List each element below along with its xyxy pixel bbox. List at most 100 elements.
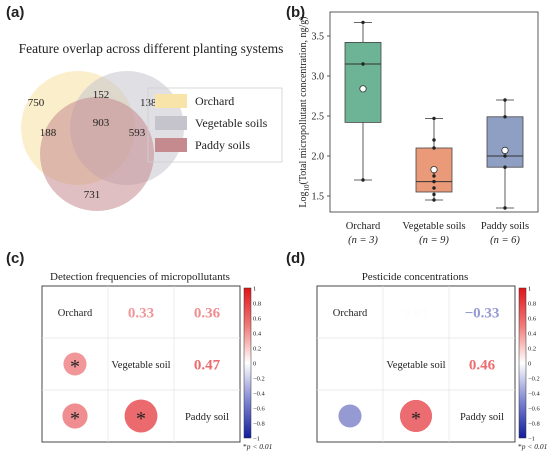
venn-title: Feature overlap across different plantin… [19,41,284,56]
colorbar-tick: 0.6 [253,316,262,323]
group-n-label-1: (n = 9) [419,235,449,246]
corr-circle [62,403,88,429]
significance-star: * [70,356,80,378]
colorbar-tick: 0.2 [253,346,261,353]
colorbar-tick: −0.4 [528,391,541,398]
colorbar-tick: 0.8 [253,301,261,308]
mean-marker [359,85,367,93]
data-point [361,178,365,182]
corr-circle [348,362,352,366]
diag-label-1: Vegetable soil [111,360,170,371]
diag-label-1: Vegetable soil [386,360,445,371]
data-point [361,62,365,66]
data-point [432,174,436,178]
mean-marker [501,146,509,154]
data-point [503,115,507,119]
correlogram-pesticide: Pesticide concentrations Orchard Vegetabl… [316,271,547,451]
ytick-label: 1.5 [312,192,325,203]
colorbar-tick: −0.2 [253,376,265,383]
heatmap-d-title: Pesticide concentrations [362,271,469,283]
correlogram-detection: Detection frequencies of micropollutants… [41,271,272,451]
ytick-label: 3.0 [312,72,325,83]
colorbar-tick: −0.6 [528,406,541,413]
panel-b-label: (b) [286,4,306,21]
venn-count-paddy-only: 731 [84,189,101,201]
colorbar-tick: 1 [528,286,531,293]
panel-a-label: (a) [6,4,25,21]
venn-circle-paddy [40,97,154,211]
data-point [503,206,507,210]
colorbar [243,287,252,439]
colorbar [518,287,527,439]
venn-count-orchard-paddy: 188 [40,127,57,139]
data-point [503,165,507,169]
data-point [432,146,436,150]
data-point [432,186,436,190]
colorbar-tick: −0.4 [253,391,266,398]
colorbar-tick: −1 [253,436,260,443]
boxplot-ylabel: Log10(Total micropollutant concentration… [298,16,311,207]
data-point [361,20,365,25]
legend-swatch-0 [155,94,187,108]
colorbar-tick: 0.8 [528,301,536,308]
corr-value: 0.33 [128,306,154,322]
corr-circle [124,399,158,433]
legend-label-1: Vegetable soils [195,116,268,130]
panel-d-label: (d) [286,250,306,267]
data-point [432,138,436,142]
corr-value: 0.47 [194,358,221,374]
colorbar-tick: 0 [528,361,531,368]
colorbar-tick: 0.4 [528,331,537,338]
corr-circle [63,352,87,376]
corr-value: 0.46 [469,358,496,374]
colorbar-tick: −0.8 [253,421,265,428]
significance-star: * [411,408,421,430]
venn-count-all-three: 903 [93,117,110,129]
colorbar-tick: −1 [528,436,535,443]
panel-c-label: (c) [6,250,25,267]
corr-value: −0.33 [465,306,500,322]
diag-label-2: Paddy soil [185,412,229,423]
diag-label-0: Orchard [333,308,368,319]
mean-marker [430,166,438,174]
significance-star: * [136,408,146,430]
ytick-label: 3.5 [312,32,325,43]
corr-circle [399,399,433,433]
diag-label-0: Orchard [58,308,93,319]
diag-label-2: Paddy soil [460,412,504,423]
data-point [432,179,436,184]
box-0 [344,42,382,123]
colorbar-tick: −0.2 [528,376,540,383]
colorbar-tick: 1 [253,286,256,293]
box-2 [486,116,524,168]
group-n-label-2: (n = 6) [490,235,520,246]
legend-swatch-1 [155,116,187,130]
significance-note: *p < 0.01 [518,442,547,451]
colorbar-tick: 0.2 [528,346,536,353]
data-point [503,98,507,102]
colorbar-tick: −0.6 [253,406,266,413]
corr-frame [41,285,241,443]
venn-diagram: Feature overlap across different plantin… [19,41,284,211]
ytick-label: 2.0 [312,152,325,163]
venn-legend-frame [147,87,283,163]
colorbar-tick: 0.4 [253,331,262,338]
xtick-label-0: Orchard [346,221,381,232]
xtick-label-2: Paddy soils [481,221,529,232]
venn-count-vegetable-paddy: 593 [129,127,146,139]
venn-legend: Orchard Vegetable soils Paddy soils [147,87,283,163]
group-n-label-0: (n = 3) [348,235,378,246]
legend-label-2: Paddy soils [195,138,250,152]
colorbar-tick: 0 [253,361,256,368]
venn-count-orchard-vegetable: 152 [93,89,110,101]
corr-value: 0.36 [194,306,221,322]
corr-value: 0.01 [403,306,429,322]
corr-circle [338,404,362,428]
corr-frame [316,285,516,443]
colorbar-tick: −0.8 [528,421,540,428]
data-point [432,192,436,197]
significance-star: * [70,408,80,430]
heatmap-c-title: Detection frequencies of micropollutants [50,271,230,283]
legend-label-0: Orchard [195,94,234,108]
